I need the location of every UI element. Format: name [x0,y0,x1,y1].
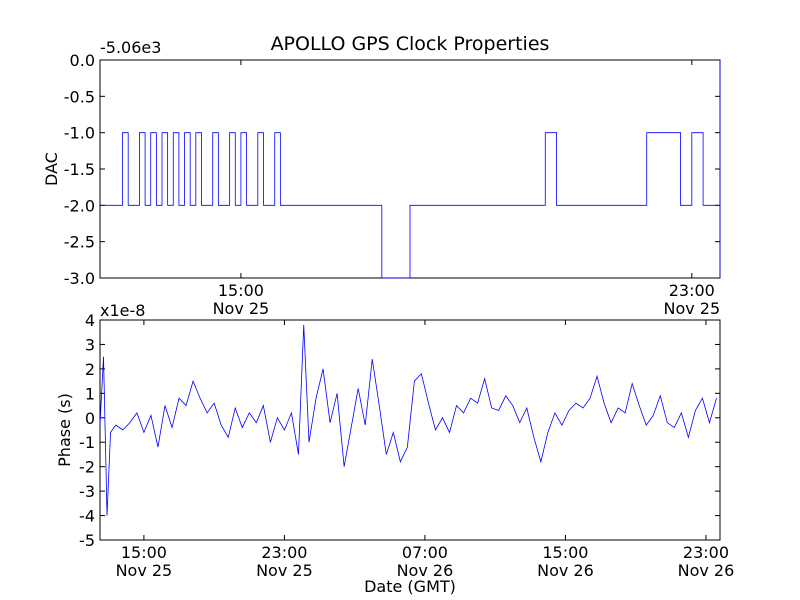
dac-ytick-label: -1.0 [64,124,95,143]
phase-ytick-label: 0 [85,409,95,428]
dac-ylabel: DAC [42,152,61,186]
phase-xtick-time: 23:00 [261,543,307,562]
dac-xtick-date: Nov 25 [663,299,720,318]
phase-ytick-label: 1 [85,384,95,403]
phase-xtick-time: 15:00 [121,543,167,562]
phase-ytick-label: -1 [79,433,95,452]
dac-plot: -5.06e3 DAC 0.0-0.5-1.0-1.5-2.0-2.5-3.0 … [42,38,721,318]
dac-xtick-time: 23:00 [669,281,715,300]
phase-ytick-label: 3 [85,335,95,354]
phase-xtick-date: Nov 26 [537,561,594,580]
phase-ytick-label: -2 [79,458,95,477]
phase-series-line [99,324,717,516]
dac-series-line [100,60,721,279]
phase-y-ticks: 4 3 2 1 0 -1 -2 -3 -4 -5 [79,311,720,550]
x-axis-label: Date (GMT) [364,577,456,596]
dac-ytick-label: -1.5 [64,160,95,179]
phase-ylabel: Phase (s) [55,393,74,467]
dac-ytick-label: -0.5 [64,87,95,106]
dac-offset-label: -5.06e3 [100,38,161,57]
phase-ytick-label: 4 [85,311,95,330]
phase-ytick-label: -4 [79,507,95,526]
phase-xtick-date: Nov 26 [678,561,735,580]
dac-ytick-label: 0.0 [70,51,95,70]
phase-ytick-label: -3 [79,482,95,501]
phase-ytick-label: 2 [85,360,95,379]
phase-xtick-date: Nov 25 [256,561,313,580]
phase-offset-label: x1e-8 [100,301,145,320]
phase-xtick-time: 07:00 [402,543,448,562]
phase-axes-frame [99,319,721,541]
phase-ytick-label: -5 [79,531,95,550]
phase-xtick-time: 23:00 [683,543,729,562]
dac-xtick-time: 15:00 [218,281,264,300]
chart-title: APOLLO GPS Clock Properties [271,33,550,55]
dac-xtick-date: Nov 25 [213,299,270,318]
dac-ytick-label: -3.0 [64,269,95,288]
dac-y-ticks: 0.0 -0.5 -1.0 -1.5 -2.0 -2.5 -3.0 [64,51,720,288]
phase-xtick-time: 15:00 [542,543,588,562]
phase-xtick-date: Nov 26 [397,561,454,580]
dac-ytick-label: -2.0 [64,196,95,215]
dac-ytick-label: -2.5 [64,233,95,252]
phase-xtick-date: Nov 25 [116,561,173,580]
